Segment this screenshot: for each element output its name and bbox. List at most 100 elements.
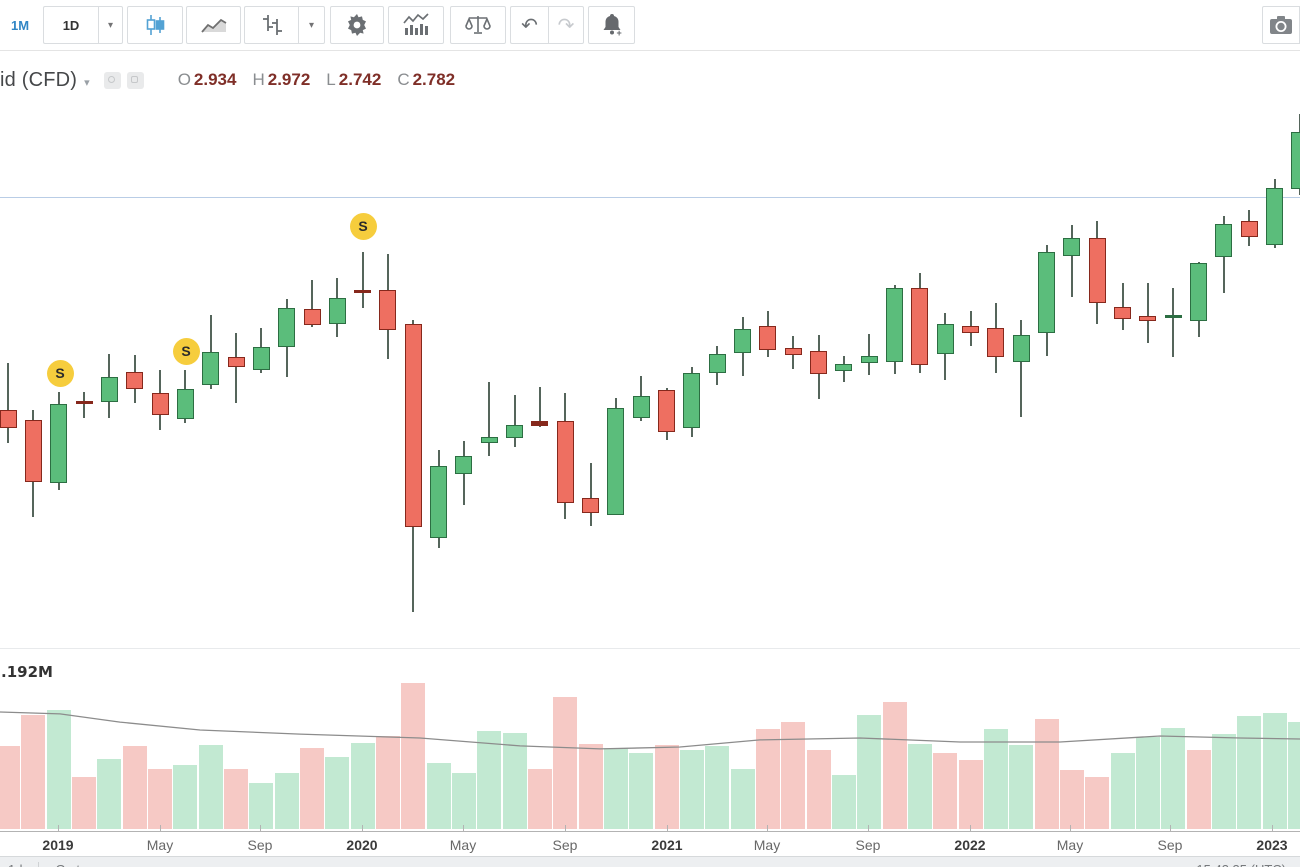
volume-bar-down (755, 728, 780, 829)
volume-bar-up (249, 783, 274, 829)
volume-bar-up (1161, 727, 1186, 829)
split-marker-s[interactable]: S (46, 359, 74, 387)
line-chart-icon (200, 16, 227, 34)
volume-bar-down (122, 745, 147, 829)
chart-style-dropdown-button[interactable]: ▾ (298, 6, 325, 44)
settings-mini-icon[interactable] (126, 71, 144, 89)
candle-up (1291, 131, 1300, 190)
axis-tick (970, 825, 971, 832)
compare-button[interactable] (450, 6, 506, 44)
dropdown-caret-icon: ▾ (107, 19, 114, 31)
symbol-name[interactable]: id (CFD) (0, 68, 78, 91)
volume-bar-up (1262, 712, 1287, 829)
volume-bar-up (97, 759, 122, 829)
candle-down (404, 324, 422, 527)
candle-down (1240, 221, 1258, 238)
chart-style-candles-button[interactable] (127, 6, 183, 44)
candle-up (1190, 263, 1207, 322)
candle-down (1139, 315, 1157, 322)
symbol-row: id (CFD) ▾ O 2.934 H 2.972 L 2.742 C 2.7… (0, 62, 455, 98)
candle-up (1164, 315, 1182, 319)
add-alert-button[interactable]: + (588, 6, 635, 44)
clock-readout[interactable]: 15:43:35 (UTC) (1196, 862, 1286, 867)
redo-button[interactable]: ↷ (548, 6, 584, 44)
target-icon[interactable] (103, 71, 121, 89)
pane-separator[interactable] (0, 648, 1300, 649)
split-marker-s[interactable]: S (349, 212, 377, 240)
candle-down (303, 308, 321, 326)
candle-wick (1121, 283, 1124, 330)
volume-bar-down (21, 715, 46, 829)
time-axis[interactable] (0, 831, 1300, 832)
volume-bar-down (527, 768, 552, 829)
chart-style-hilo-button[interactable] (244, 6, 298, 44)
axis-month-label: May (146, 837, 174, 853)
volume-bar-down (781, 721, 806, 829)
axis-year-label: 2023 (1256, 837, 1288, 853)
candle-wick (488, 381, 491, 457)
bottom-bar-divider (38, 861, 40, 867)
volume-bar-up (679, 750, 704, 829)
candle-up (328, 297, 346, 325)
candle-up (506, 425, 524, 438)
volume-bar-up (1110, 753, 1135, 829)
candle-wick (311, 280, 313, 327)
close-label: C (397, 70, 410, 89)
volume-bar-down (1034, 719, 1059, 829)
top-toolbar: 1M 1D ▾ (0, 0, 1300, 51)
volume-bar-up (629, 753, 654, 829)
axis-month-label: Sep (247, 837, 273, 853)
volume-bar-down (401, 683, 426, 829)
interval-1m-button[interactable]: 1M (0, 6, 40, 44)
candle-up (708, 353, 726, 374)
volume-bar-up (325, 756, 350, 829)
hilo-bars-icon (260, 13, 284, 37)
chart-style-line-button[interactable] (186, 6, 241, 44)
axis-year-label: 2022 (954, 837, 986, 853)
candle-down (784, 348, 802, 356)
axis-month-label: Sep (1157, 837, 1183, 853)
candle-down (354, 290, 372, 293)
candle-down (1114, 307, 1131, 319)
volume-bar-down (224, 768, 248, 829)
undo-button[interactable]: ↶ (510, 6, 548, 44)
candle-up (683, 373, 701, 429)
high-value: 2.972 (267, 70, 311, 89)
interval-dropdown-button[interactable]: ▾ (98, 6, 123, 44)
volume-bar-up (350, 742, 375, 829)
candle-down (556, 421, 574, 503)
range-1d-button[interactable]: 1d (2, 862, 28, 867)
volume-bar-up (983, 728, 1008, 829)
volume-bar-down (933, 753, 958, 829)
volume-bar-down (72, 777, 96, 829)
volume-bar-down (0, 745, 20, 829)
goto-button[interactable]: Go to (49, 862, 93, 867)
symbol-caret-icon[interactable]: ▾ (84, 76, 90, 89)
volume-bar-up (1211, 733, 1236, 829)
volume-bar-down (553, 697, 578, 829)
indicators-button[interactable] (388, 6, 444, 44)
open-label: O (177, 70, 191, 89)
volume-bar-up (730, 768, 755, 829)
high-label: H (252, 70, 265, 89)
snapshot-button[interactable] (1262, 6, 1300, 44)
volume-bar-up (46, 710, 71, 829)
volume-bar-up (1135, 736, 1160, 829)
price-level-line (0, 197, 1300, 198)
indicators-icon (403, 13, 429, 37)
candle-down (0, 409, 17, 429)
candle-wick (83, 391, 85, 419)
candle-wick (1070, 225, 1073, 298)
gear-icon (346, 14, 368, 36)
volume-bar-down (300, 748, 324, 829)
chart-settings-button[interactable] (330, 6, 384, 44)
split-marker-s[interactable]: S (172, 337, 200, 365)
volume-bar-up (603, 748, 628, 829)
candle-down (24, 419, 42, 482)
candle-up (860, 356, 878, 364)
interval-1d-button[interactable]: 1D (43, 6, 98, 44)
candle-down (126, 371, 144, 389)
candle-up (936, 324, 954, 354)
